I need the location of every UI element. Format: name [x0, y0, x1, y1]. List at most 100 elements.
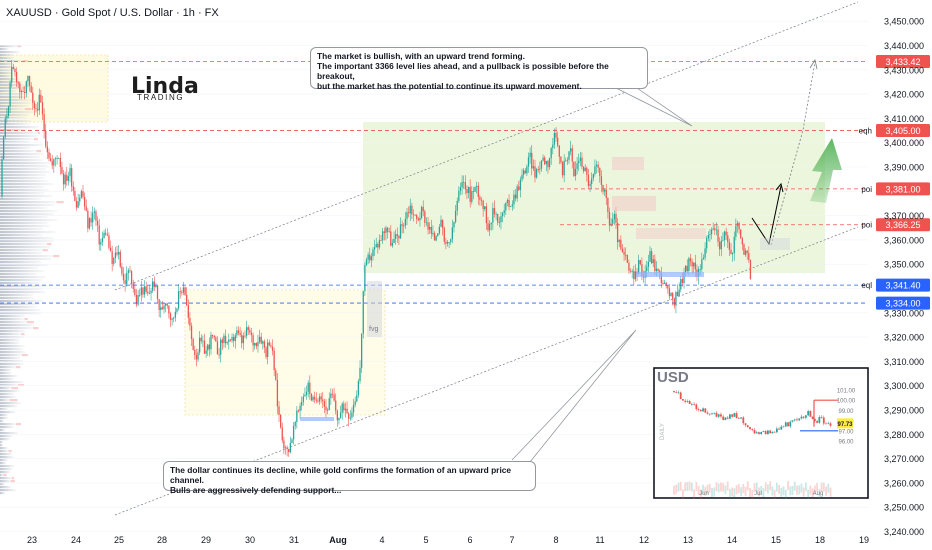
candle-body — [691, 261, 693, 267]
volume-bar — [0, 246, 51, 249]
candle-body — [727, 235, 729, 242]
candle-body — [333, 394, 335, 401]
candle-body — [258, 336, 261, 342]
candle-body — [61, 167, 63, 174]
volume-bar-sell — [21, 333, 25, 336]
candle-body — [472, 191, 475, 192]
candle-body — [197, 352, 199, 360]
candle-body — [684, 265, 687, 273]
candle-body — [377, 244, 379, 248]
inset-volume-bar — [755, 482, 758, 492]
volume-bar — [0, 330, 26, 333]
inset-candle-body — [816, 420, 819, 423]
projection-dotted-arrow — [770, 61, 816, 246]
volume-bar — [0, 216, 49, 219]
volume-bar — [0, 390, 20, 393]
candle-body — [276, 379, 279, 407]
volume-bar — [0, 267, 39, 270]
inset-candle-body — [682, 399, 684, 401]
inset-candle-body — [753, 429, 756, 434]
price-tick-label: 3,290.000 — [884, 406, 924, 416]
time-tick-label: 7 — [509, 535, 514, 545]
candlesticks — [1, 60, 752, 457]
inset-volume-bar — [677, 482, 680, 492]
inset-candle-body — [822, 417, 825, 424]
candle-body — [221, 339, 223, 344]
candle-body — [454, 210, 457, 222]
volume-bar — [0, 132, 38, 135]
candle-body — [420, 206, 423, 218]
candle-body — [360, 333, 363, 368]
candle-body — [396, 234, 398, 236]
candle-body — [119, 251, 121, 267]
volume-bar — [0, 63, 15, 66]
inset-volume-bar — [805, 482, 807, 492]
inset-candle-body — [673, 391, 675, 393]
candle-body — [147, 291, 149, 294]
price-tick-label: 3,320.000 — [884, 333, 924, 343]
candle-body — [208, 344, 211, 350]
candle-body — [748, 252, 750, 260]
volume-bar — [0, 105, 29, 108]
inset-candle-body — [755, 432, 758, 434]
inset-candle-body — [791, 420, 794, 422]
level-price-label: 3,405.00 — [885, 126, 920, 136]
inset-candle-body — [742, 417, 745, 424]
price-tick-label: 3,310.000 — [884, 357, 924, 367]
level-price-tag — [876, 278, 930, 292]
small-gray-block — [760, 238, 790, 250]
candle-body — [189, 317, 191, 326]
candle-body — [587, 174, 590, 186]
inset-candle-body — [688, 401, 691, 404]
inset-candle-body — [695, 404, 698, 410]
inset-volume-bar — [702, 484, 704, 494]
volume-bar-sell — [53, 255, 60, 258]
candle-body — [618, 239, 620, 243]
candle-body — [409, 205, 411, 214]
candle-body — [150, 290, 152, 294]
candle-body — [566, 159, 569, 161]
candle-body — [1, 159, 3, 197]
candle-body — [741, 238, 743, 245]
candle-body — [670, 293, 672, 297]
volume-bar — [0, 288, 43, 291]
candle-body — [386, 227, 389, 232]
candle-body — [704, 248, 706, 258]
candle-body — [497, 214, 499, 223]
candle-body — [638, 260, 640, 274]
candle-body — [544, 157, 546, 165]
candle-body — [663, 282, 666, 284]
volume-bar — [0, 342, 20, 345]
inset-candle-body — [800, 416, 803, 419]
volume-bar — [0, 96, 30, 99]
level-price-label: 3,334.00 — [885, 299, 920, 309]
inset-price-tick: 101.00 — [837, 389, 856, 395]
candle-body — [336, 410, 338, 421]
candle-body — [459, 187, 462, 191]
candle-body — [354, 401, 356, 405]
candle-body — [328, 398, 330, 411]
candle-body — [254, 342, 256, 346]
candle-body — [304, 394, 306, 397]
candle-body — [19, 83, 21, 93]
candle-body — [346, 408, 348, 414]
candle-body — [302, 396, 304, 402]
candle-body — [558, 145, 560, 157]
volume-bar — [0, 462, 7, 465]
candle-body — [597, 164, 599, 168]
candle-body — [369, 254, 371, 261]
level-tag-label: poi — [861, 221, 872, 230]
inset-candle-body — [760, 431, 763, 435]
candle-body — [352, 404, 355, 413]
inset-candle-body — [724, 417, 727, 420]
volume-bar-sell — [56, 201, 64, 204]
fvg-zone — [184, 289, 386, 416]
candle-body — [620, 239, 622, 249]
level-tag-label: eqh — [859, 127, 872, 136]
candle-body — [398, 235, 400, 239]
candle-body — [263, 341, 266, 348]
candle-body — [683, 272, 685, 284]
candle-body — [373, 247, 376, 250]
candle-body — [223, 335, 225, 344]
